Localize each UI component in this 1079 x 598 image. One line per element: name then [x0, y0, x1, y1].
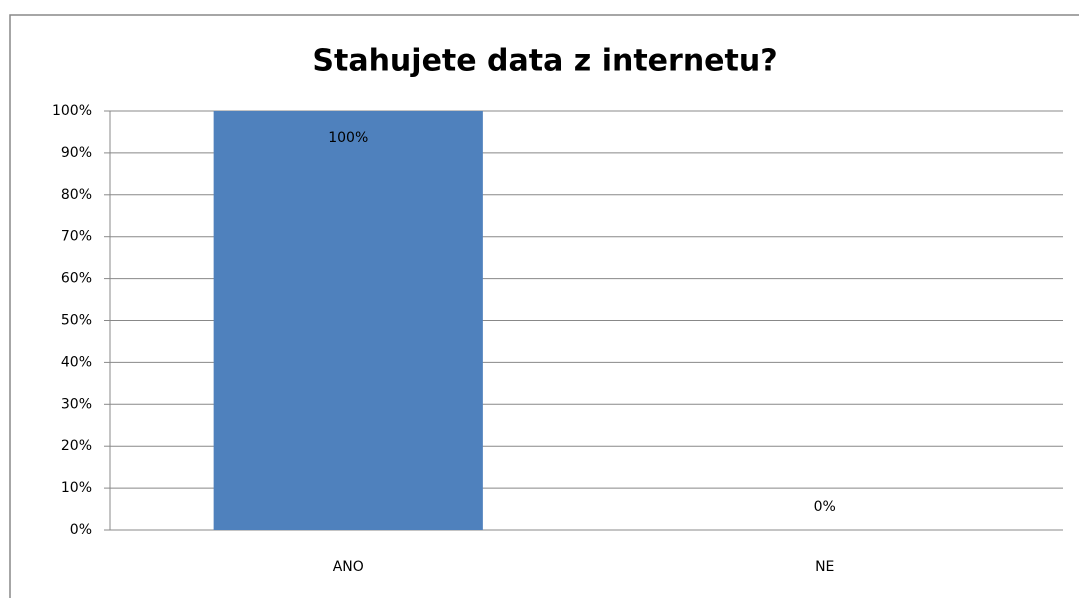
chart-border: [9, 14, 1079, 598]
y-tick-label: 70%: [61, 229, 92, 245]
chart-title: Stahujete data z internetu?: [312, 44, 777, 79]
y-tick-label: 60%: [61, 271, 92, 287]
data-label: 100%: [328, 130, 368, 146]
y-tick-label: 10%: [61, 480, 92, 496]
bar: [213, 111, 483, 530]
x-tick-label: NE: [815, 559, 834, 575]
y-tick-label: 100%: [52, 103, 92, 119]
y-tick-label: 20%: [61, 438, 92, 454]
y-tick-label: 0%: [70, 522, 92, 538]
y-tick-label: 50%: [61, 313, 92, 329]
y-tick-label: 90%: [61, 145, 92, 161]
y-tick-label: 80%: [61, 187, 92, 203]
data-label: 0%: [814, 499, 836, 515]
x-tick-label: ANO: [333, 559, 364, 575]
y-tick-label: 40%: [61, 354, 92, 370]
y-tick-label: 30%: [61, 396, 92, 412]
